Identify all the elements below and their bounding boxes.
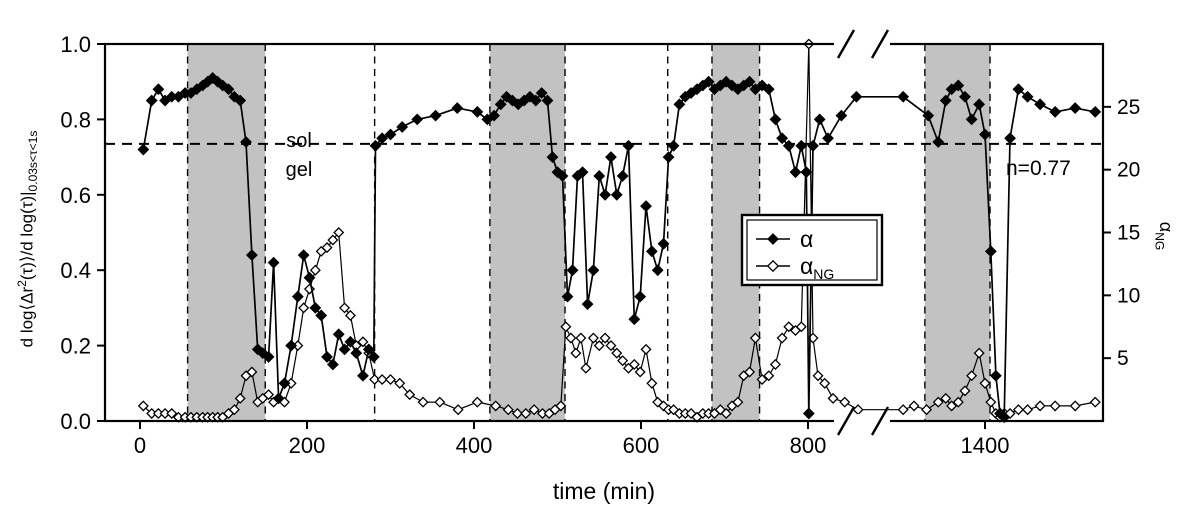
svg-text:1.0: 1.0 <box>60 32 91 57</box>
svg-text:αNG: αNG <box>800 253 834 282</box>
svg-text:20: 20 <box>1117 159 1140 182</box>
annotations: sol gel n=0.77 <box>286 130 1071 181</box>
svg-text:25: 25 <box>1117 96 1140 119</box>
axis-break-marks <box>834 29 890 436</box>
svg-text:gel: gel <box>286 159 313 181</box>
svg-text:sol: sol <box>286 130 312 152</box>
axis-ticks-and-labels: 0 200 400 600 800 1400 0.0 0.2 0.4 0.6 0.8 1.0 5 10 15… <box>60 32 1140 458</box>
series-alpha-ng <box>137 38 1101 423</box>
svg-text:200: 200 <box>289 433 326 458</box>
svg-text:0.6: 0.6 <box>60 183 91 208</box>
ylabel-left-part2: (τ)⟩/d log(τ)| <box>17 191 37 281</box>
y-axis-label-right: αNG <box>1152 208 1176 264</box>
svg-text:5: 5 <box>1117 347 1129 370</box>
svg-text:0.0: 0.0 <box>60 409 91 434</box>
svg-text:600: 600 <box>623 433 660 458</box>
svg-text:10: 10 <box>1117 284 1140 307</box>
svg-text:n=0.77: n=0.77 <box>1006 157 1071 180</box>
svg-text:0: 0 <box>134 433 146 458</box>
ylabel-left-superscript: 2 <box>15 280 29 287</box>
ylabel-right-subscript: NG <box>1152 232 1167 251</box>
ylabel-right-part1: α <box>1156 221 1176 233</box>
svg-text:α: α <box>800 226 813 252</box>
series-alpha <box>137 72 1102 424</box>
svg-text:800: 800 <box>790 433 827 458</box>
svg-text:15: 15 <box>1117 222 1140 245</box>
x-axis-label: time (min) <box>552 478 656 504</box>
svg-text:0.8: 0.8 <box>60 107 91 132</box>
svg-text:1400: 1400 <box>961 433 1010 458</box>
y-axis-label-left: d log⟨Δr2(τ)⟩/d log(τ)|0.03s<τ<1s <box>15 9 41 469</box>
svg-text:0.2: 0.2 <box>60 334 91 359</box>
ylabel-left-part1: d log⟨Δr <box>17 286 37 348</box>
svg-text:400: 400 <box>456 433 493 458</box>
ylabel-left-subscript: 0.03s<τ<1s <box>26 130 41 192</box>
svg-text:0.4: 0.4 <box>60 258 91 283</box>
